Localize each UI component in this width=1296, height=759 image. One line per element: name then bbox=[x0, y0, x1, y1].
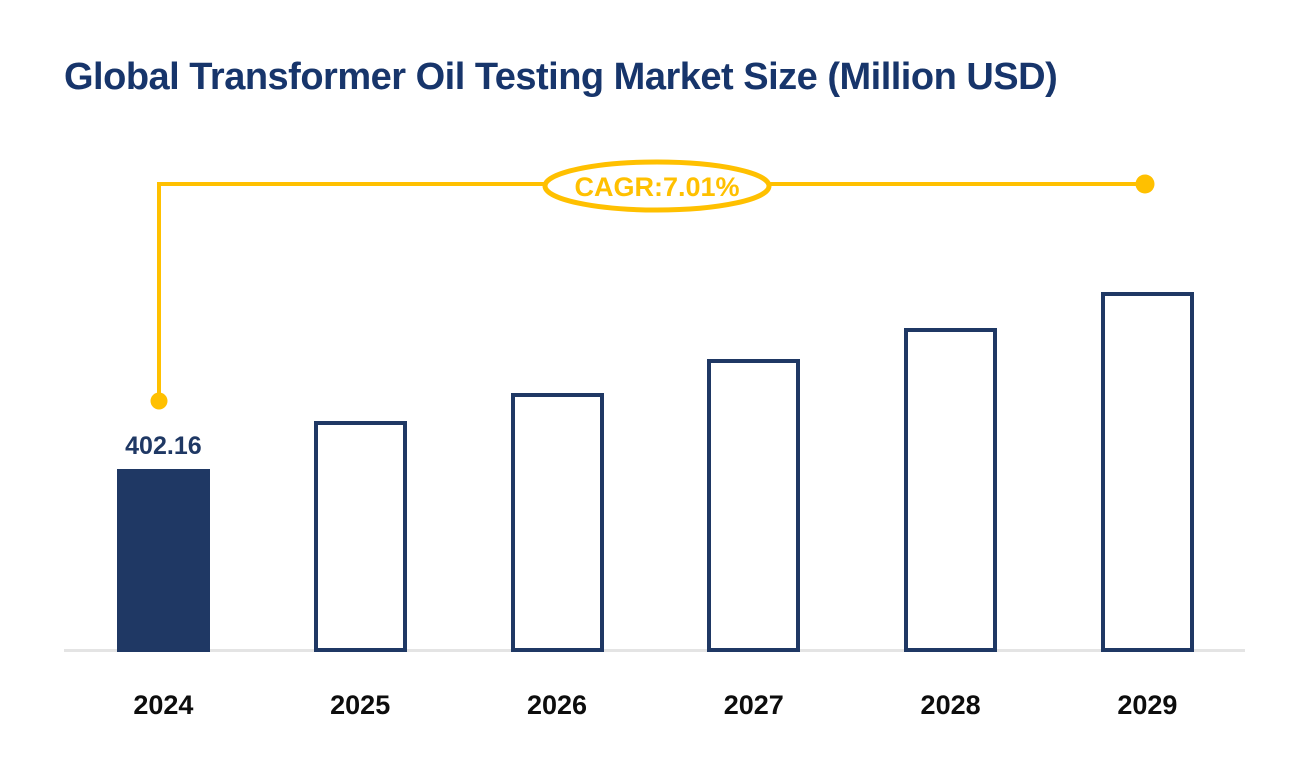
bar-2026 bbox=[510, 393, 604, 652]
x-axis-label-2024: 2024 bbox=[133, 690, 194, 720]
bar-2024 bbox=[116, 469, 210, 652]
bar-2025 bbox=[313, 421, 407, 652]
cagr-label: CAGR:7.01% bbox=[574, 172, 739, 202]
page-title: Global Transformer Oil Testing Market Si… bbox=[64, 56, 1058, 98]
x-axis-label-2029: 2029 bbox=[1117, 690, 1178, 720]
cagr-line-start-dot-icon bbox=[150, 392, 168, 410]
value-label-2024: 402.16 bbox=[125, 432, 202, 460]
x-axis-label-2028: 2028 bbox=[920, 690, 981, 720]
x-axis-label-2027: 2027 bbox=[723, 690, 784, 720]
cagr-connector-line bbox=[157, 182, 1145, 401]
x-axis-label-2026: 2026 bbox=[526, 690, 588, 720]
bar-2029 bbox=[1100, 292, 1194, 652]
bar-2027 bbox=[707, 359, 801, 652]
x-axis-line bbox=[64, 649, 1245, 652]
cagr-ellipse bbox=[542, 159, 772, 213]
cagr-line-end-dot-icon bbox=[1135, 174, 1155, 194]
x-axis-label-2025: 2025 bbox=[330, 690, 391, 720]
bar-2028 bbox=[904, 328, 998, 652]
